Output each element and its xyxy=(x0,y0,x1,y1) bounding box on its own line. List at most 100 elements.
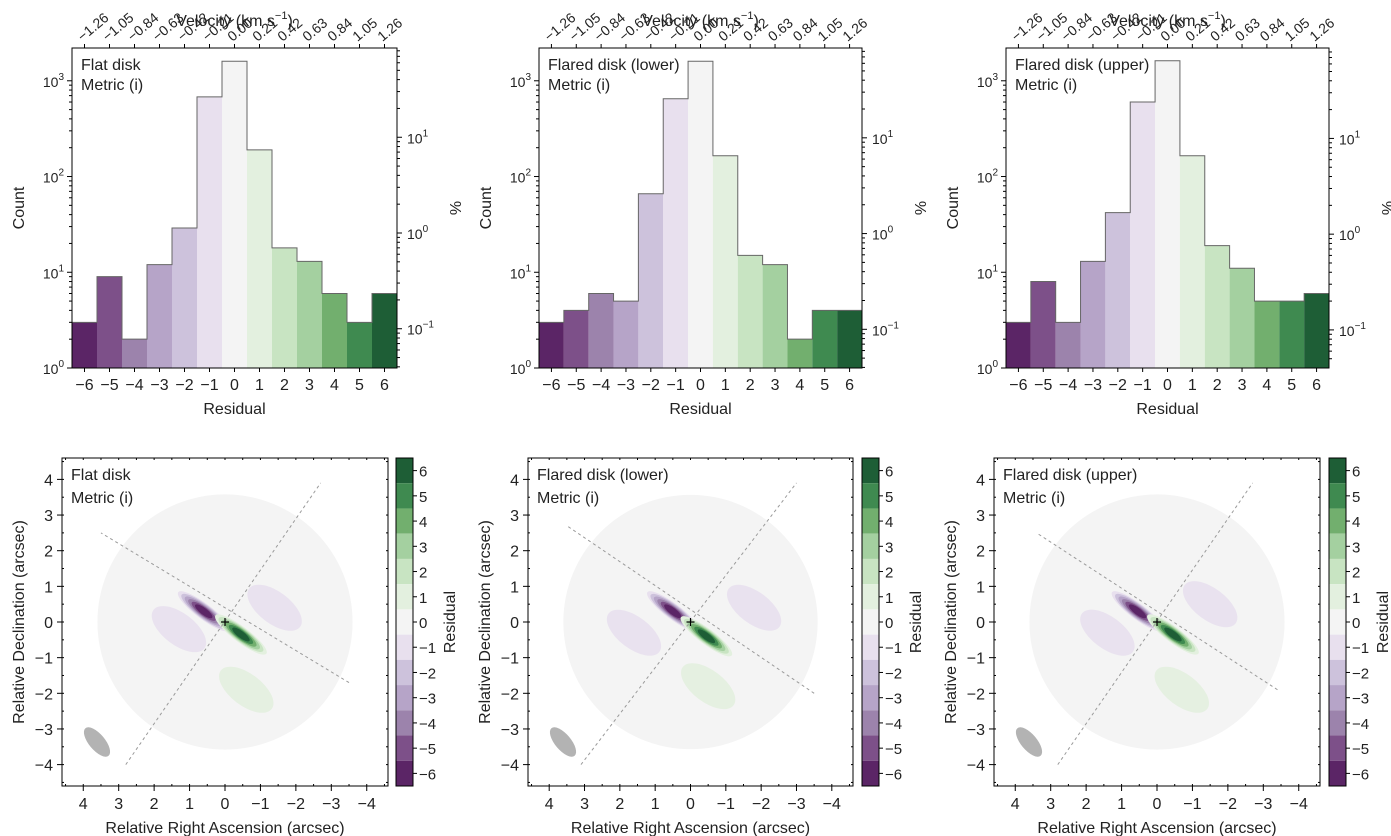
count-tick-label-base: 10 xyxy=(977,361,993,377)
residual-tick-label: 0 xyxy=(696,377,705,394)
dec-tick-label: 1 xyxy=(976,579,985,596)
ra-axis-label: Relative Right Ascension (arcsec) xyxy=(1037,820,1276,836)
colorbar-segment xyxy=(862,760,879,786)
dec-tick-label: −2 xyxy=(501,686,519,703)
colorbar-segment xyxy=(1329,735,1346,761)
residual-tick-label: 1 xyxy=(1188,377,1197,394)
colorbar-segment xyxy=(862,483,879,509)
colorbar-tick-label: −2 xyxy=(419,665,436,682)
dec-tick-label: −4 xyxy=(501,758,519,775)
percent-tick-label-base: 10 xyxy=(872,131,888,147)
residual-tick-label: −3 xyxy=(1084,377,1102,394)
residual-map-panel-1: 4 3 2 1 0 −1 −2 −3 −4 Relative Right Ascension (a… xyxy=(11,457,459,836)
ra-tick-label: 0 xyxy=(686,796,695,813)
residual-tick-label: −1 xyxy=(1134,377,1152,394)
count-tick-label-exp: 1 xyxy=(58,263,64,274)
histogram-bar xyxy=(72,322,97,368)
major-axis-line xyxy=(100,532,350,684)
ra-tick-label: −4 xyxy=(358,796,376,813)
percent-axis-label: % xyxy=(1380,201,1391,215)
velocity-axis-label-exp: −1 xyxy=(1208,10,1221,22)
colorbar-tick-label: 4 xyxy=(419,514,427,531)
dec-tick-label: 3 xyxy=(976,508,985,525)
velocity-axis-label-close: ) xyxy=(753,13,758,30)
count-tick-label: 100 xyxy=(977,359,999,377)
histogram-panel-3: −6 −5 −4 −3 −2 −1 0 1 2 3 4 5 6Residual−1.26−1.05−0.… xyxy=(945,9,1391,418)
colorbar-tick-label: −2 xyxy=(1352,665,1369,682)
colorbar-segment xyxy=(1329,634,1346,660)
count-tick-label-base: 10 xyxy=(43,74,59,90)
histogram-outline xyxy=(71,60,398,368)
histogram-bar xyxy=(812,310,838,368)
histogram-bar xyxy=(539,322,564,368)
colorbar-label: Residual xyxy=(908,591,925,653)
colorbar-tick-label: 4 xyxy=(1352,514,1360,531)
colorbar-tick-label: −1 xyxy=(885,640,902,657)
histogram-bar xyxy=(172,227,197,368)
percent-tick-label-base: 10 xyxy=(1339,131,1355,147)
colorbar-tick-label: −3 xyxy=(1352,691,1369,708)
residual-tick-label: −5 xyxy=(567,377,585,394)
histogram-bar xyxy=(762,264,788,368)
count-tick-label-base: 10 xyxy=(43,361,59,377)
histogram-bar xyxy=(1304,293,1329,368)
histogram-bar xyxy=(563,310,589,368)
dec-tick-label: −1 xyxy=(967,651,985,668)
panel-annotation: Metric (i) xyxy=(548,77,610,94)
ra-tick-label: −2 xyxy=(1219,796,1237,813)
panel-annotation: Flared disk (upper) xyxy=(1003,467,1137,484)
colorbar-segment xyxy=(396,558,413,585)
histogram-bar xyxy=(1080,261,1106,368)
colorbar-segment xyxy=(862,735,879,761)
velocity-tick-label: 1.26 xyxy=(839,14,870,44)
colorbar-segment xyxy=(1329,659,1346,686)
count-tick-label: 102 xyxy=(977,168,999,186)
dec-axis-label: Relative Declination (arcsec) xyxy=(11,520,28,724)
count-tick-label-exp: 0 xyxy=(525,359,531,370)
ra-tick-label: −3 xyxy=(787,796,805,813)
histogram-bar xyxy=(322,293,347,368)
velocity-axis-label-main: Velocity (km s xyxy=(176,13,275,30)
percent-tick-label-exp: −1 xyxy=(423,320,435,331)
dec-tick-label: 2 xyxy=(44,544,53,561)
colorbar-tick-label: −1 xyxy=(419,640,436,657)
histogram-bar xyxy=(222,61,247,368)
residual-tick-label: −1 xyxy=(667,377,685,394)
velocity-tick-label: 1.05 xyxy=(349,14,380,44)
colorbar-segment xyxy=(862,533,879,559)
histogram-bar xyxy=(1030,281,1056,368)
count-tick-label-exp: 1 xyxy=(525,263,531,274)
major-axis-line xyxy=(566,525,815,694)
dec-tick-label: −3 xyxy=(967,722,985,739)
count-tick-label: 103 xyxy=(43,72,65,90)
colorbar-segment xyxy=(862,609,879,635)
colorbar-tick-label: −6 xyxy=(885,766,902,783)
histogram-bar xyxy=(122,339,147,368)
dec-tick-label: 1 xyxy=(44,579,53,596)
colorbar-segment xyxy=(396,584,413,610)
dec-tick-label: −1 xyxy=(35,651,53,668)
colorbar-tick-label: 6 xyxy=(1352,464,1360,481)
residual-blob xyxy=(195,604,213,619)
beam-ellipse xyxy=(83,727,111,757)
colorbar-tick-label: 2 xyxy=(885,565,893,582)
velocity-axis-label-close: ) xyxy=(287,13,292,30)
dec-tick-label: −4 xyxy=(35,758,53,775)
histogram-bar xyxy=(588,293,614,368)
percent-tick-label-base: 10 xyxy=(872,227,888,243)
colorbar-segment xyxy=(396,659,413,686)
histogram-bar xyxy=(1179,155,1205,368)
residual-map-panel-2: 4 3 2 1 0 −1 −2 −3 −4 Relative Right Ascension (a… xyxy=(477,457,925,836)
beam-ellipse xyxy=(549,727,577,757)
colorbar-frame xyxy=(1328,457,1347,787)
colorbar-segment xyxy=(1329,584,1346,610)
colorbar-segment xyxy=(862,634,879,660)
colorbar-tick-label: 5 xyxy=(1352,489,1360,506)
residual-tick-label: 2 xyxy=(1213,377,1222,394)
colorbar-segment xyxy=(1329,760,1346,786)
colorbar-segment xyxy=(396,483,413,509)
panel-annotation: Metric (i) xyxy=(1015,77,1077,94)
residual-tick-label: 2 xyxy=(746,377,755,394)
velocity-tick-label: 0.63 xyxy=(299,14,330,44)
residual-tick-label: −2 xyxy=(175,377,193,394)
